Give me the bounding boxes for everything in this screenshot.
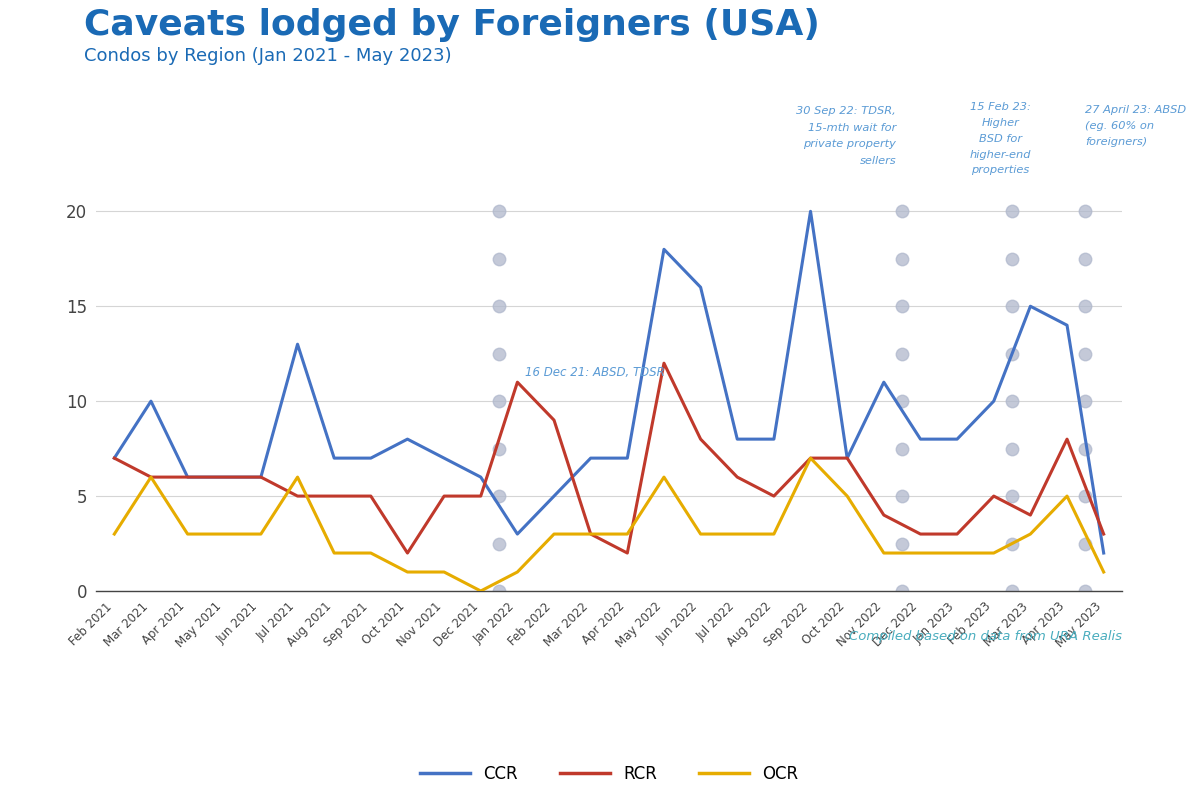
Text: 30 Sep 22: TDSR,: 30 Sep 22: TDSR, <box>797 106 896 117</box>
Text: @99.co: @99.co <box>414 703 458 716</box>
Text: f: f <box>622 722 634 745</box>
Text: ⊙ 99.co: ⊙ 99.co <box>48 722 154 745</box>
Text: private property: private property <box>803 139 896 150</box>
Text: sellers: sellers <box>859 156 896 166</box>
Text: @99.co.housetips: @99.co.housetips <box>948 740 1052 753</box>
Text: @99.co.housetips: @99.co.housetips <box>414 727 518 740</box>
Text: Caveats lodged by Foreigners (USA): Caveats lodged by Foreigners (USA) <box>84 8 820 42</box>
Text: foreigners): foreigners) <box>1085 137 1147 147</box>
Text: Compiled based on data from URA Realis: Compiled based on data from URA Realis <box>850 630 1122 643</box>
Text: Condos by Region (Jan 2021 - May 2023): Condos by Region (Jan 2021 - May 2023) <box>84 47 451 65</box>
Text: Higher: Higher <box>982 118 1019 128</box>
Text: (eg. 60% on: (eg. 60% on <box>1085 121 1154 132</box>
Text: d: d <box>923 724 937 743</box>
Text: [ ]: [ ] <box>368 725 388 742</box>
Text: higher-end: higher-end <box>970 150 1031 160</box>
Text: BSD for: BSD for <box>978 134 1021 144</box>
Text: 15-mth wait for: 15-mth wait for <box>808 123 896 133</box>
Text: @99.co: @99.co <box>948 711 992 724</box>
Text: @99.co.hdb: @99.co.hdb <box>646 716 715 729</box>
Text: 15 Feb 23:: 15 Feb 23: <box>970 102 1031 113</box>
Text: 16 Dec 21: ABSD, TDSR: 16 Dec 21: ABSD, TDSR <box>524 366 665 379</box>
Text: @99.co.luxury: @99.co.luxury <box>646 762 731 775</box>
Legend: CCR, RCR, OCR: CCR, RCR, OCR <box>413 758 805 788</box>
Text: properties: properties <box>971 165 1030 176</box>
Text: @99.co.houseinsights: @99.co.houseinsights <box>414 751 544 764</box>
Text: @99.co.condo: @99.co.condo <box>646 738 728 751</box>
Text: 27 April 23: ABSD: 27 April 23: ABSD <box>1085 106 1187 116</box>
Text: @99dotco: @99dotco <box>646 693 706 705</box>
